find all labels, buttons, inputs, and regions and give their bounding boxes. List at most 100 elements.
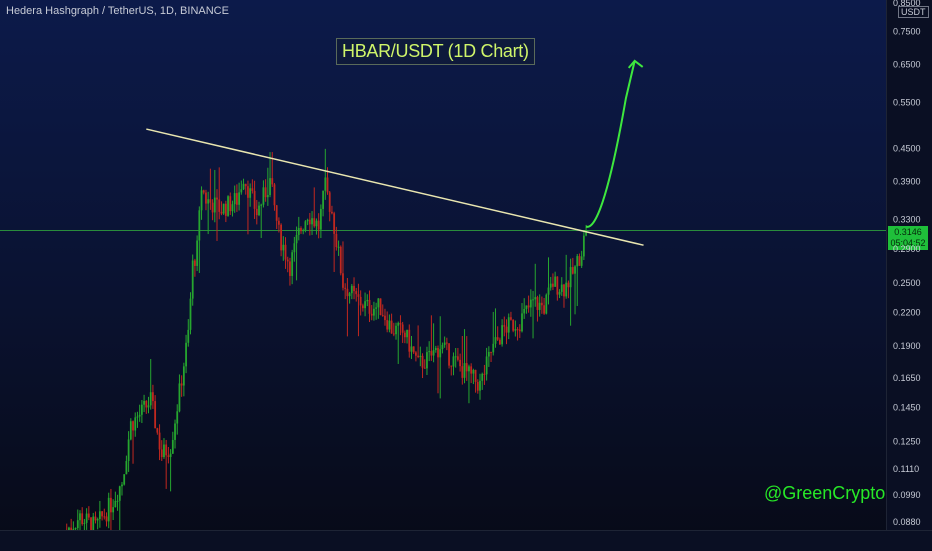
candle	[169, 449, 172, 492]
candle	[578, 253, 581, 266]
candle	[269, 152, 271, 198]
price-axis[interactable]	[886, 0, 932, 530]
candle	[399, 315, 402, 336]
candle	[94, 511, 97, 524]
candle	[174, 419, 176, 449]
candle	[501, 319, 503, 347]
candle	[401, 321, 404, 343]
candle	[412, 346, 415, 355]
candle	[339, 245, 342, 276]
candle	[536, 295, 539, 322]
candle	[304, 220, 307, 233]
candle	[580, 250, 583, 268]
candle	[534, 263, 537, 307]
currency-badge[interactable]: USDT	[898, 6, 929, 18]
candle	[474, 369, 477, 393]
candle	[196, 235, 199, 272]
candle	[361, 303, 364, 312]
candle	[236, 184, 238, 212]
candle	[421, 353, 424, 379]
candle	[454, 348, 457, 368]
candle	[344, 283, 347, 300]
candle	[563, 283, 565, 308]
candle	[481, 372, 484, 390]
candle	[549, 276, 552, 291]
candle	[445, 337, 448, 351]
candle	[145, 400, 148, 414]
candle	[70, 518, 73, 531]
candle	[152, 384, 154, 409]
candle	[216, 189, 218, 241]
candle	[512, 319, 515, 333]
candle	[342, 241, 344, 291]
current-price-label: 0.3146 05:04:52	[888, 226, 928, 250]
candle	[574, 265, 576, 315]
candle	[386, 311, 389, 333]
candle	[107, 492, 110, 529]
candle	[397, 321, 400, 364]
candle	[255, 199, 258, 225]
candle	[227, 195, 229, 217]
candle	[408, 324, 411, 358]
candle	[289, 257, 291, 286]
candle	[368, 290, 371, 322]
candle	[98, 500, 101, 528]
candle	[81, 507, 84, 526]
candle	[286, 256, 289, 273]
candle	[465, 336, 468, 381]
candle	[165, 439, 168, 489]
candle	[167, 446, 170, 464]
candles	[65, 148, 587, 546]
candle	[437, 345, 439, 394]
candle	[306, 218, 309, 226]
candle	[313, 187, 316, 228]
candle	[311, 211, 313, 235]
candle	[545, 293, 548, 315]
candle	[395, 322, 397, 340]
candle	[180, 375, 183, 397]
candle	[224, 200, 227, 223]
candle	[353, 277, 355, 300]
time-axis[interactable]	[0, 530, 932, 551]
candle	[264, 179, 267, 202]
candle	[238, 182, 241, 211]
candle	[207, 191, 210, 235]
resistance-trendline[interactable]	[146, 128, 644, 246]
candle	[129, 418, 132, 441]
candle	[249, 183, 252, 207]
candle	[355, 287, 358, 302]
candle	[240, 180, 243, 195]
candle	[370, 305, 373, 321]
candle	[498, 337, 501, 345]
candle	[415, 351, 417, 362]
candle	[558, 289, 561, 299]
candle	[273, 183, 276, 211]
candle	[187, 319, 190, 347]
candle	[118, 485, 121, 537]
candle	[364, 292, 366, 317]
candle	[505, 319, 508, 345]
candle	[335, 226, 338, 251]
candle	[185, 334, 187, 374]
projection-arrowhead	[627, 59, 644, 69]
candle	[565, 254, 568, 299]
candle	[523, 298, 526, 319]
candle	[417, 325, 420, 359]
candle	[487, 346, 490, 367]
candle	[103, 508, 106, 520]
candle	[295, 226, 298, 281]
candle	[297, 216, 300, 241]
candle	[448, 343, 450, 369]
candle	[116, 494, 119, 511]
projection-arrow[interactable]	[585, 60, 636, 228]
candle	[450, 365, 453, 376]
candle	[258, 201, 260, 217]
candle	[348, 291, 351, 304]
candle	[366, 294, 369, 307]
candle	[251, 179, 254, 194]
candle	[381, 304, 384, 317]
candle	[275, 204, 278, 230]
candle	[319, 204, 322, 239]
candle	[518, 324, 521, 338]
